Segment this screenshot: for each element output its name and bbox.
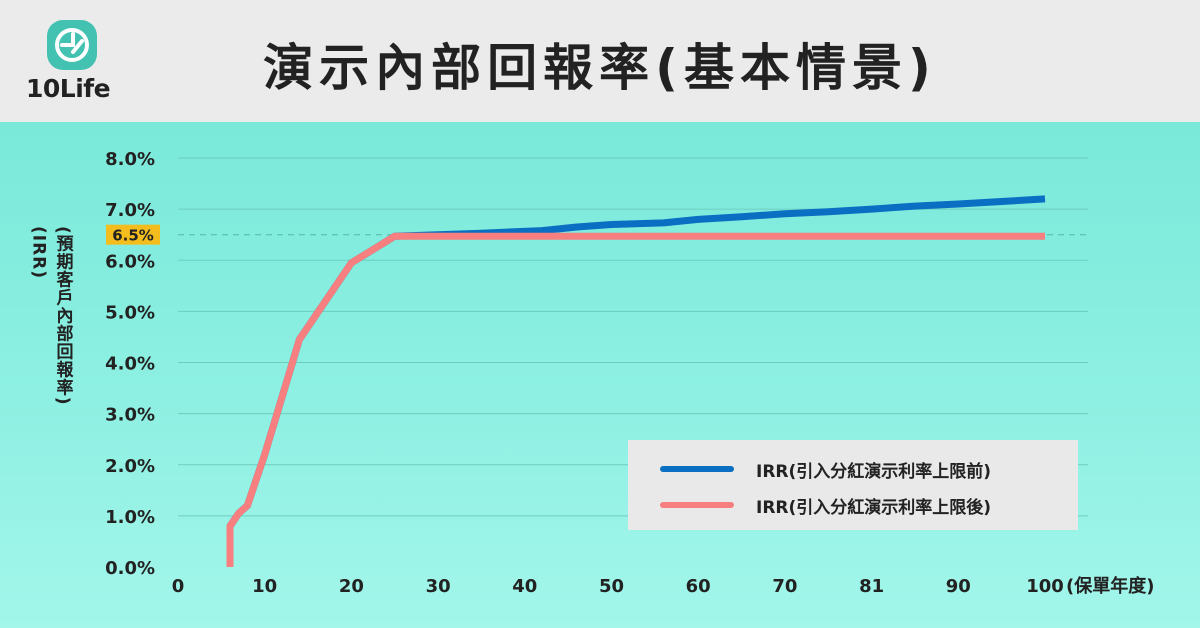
y-tick-label: 8.0% <box>105 149 155 170</box>
legend-swatch-before <box>660 466 734 472</box>
y-axis-label-irr: (IRR) <box>28 226 49 280</box>
y-tick-label: 6.0% <box>105 251 155 272</box>
y-tick-label: 1.0% <box>105 507 155 528</box>
page-title: 演示內部回報率(基本情景) <box>263 39 937 97</box>
reference-label-box <box>106 224 160 245</box>
y-axis-label-main: (預期客戶內部回報率) <box>52 226 73 406</box>
x-axis-label: (保單年度) <box>1066 576 1155 597</box>
x-tick-label: 70 <box>772 576 797 597</box>
y-axis-label: (預期客戶內部回報率) (IRR) <box>24 226 80 466</box>
x-tick-label: 30 <box>426 576 451 597</box>
x-tick-label: 90 <box>946 576 971 597</box>
legend-item-after: IRR(引入分紅演示利率上限後) <box>660 490 991 520</box>
x-tick-label: 81 <box>859 576 884 597</box>
y-tick-label: 5.0% <box>105 302 155 323</box>
legend-item-before: IRR(引入分紅演示利率上限前) <box>660 454 991 484</box>
legend: IRR(引入分紅演示利率上限前) IRR(引入分紅演示利率上限後) <box>628 440 1078 530</box>
x-tick-label: 20 <box>339 576 364 597</box>
y-tick-label: 0.0% <box>105 558 155 579</box>
x-tick-label: 40 <box>512 576 537 597</box>
y-tick-label: 7.0% <box>105 200 155 221</box>
reference-label: 6.5% <box>112 227 154 245</box>
x-tick-label: 10 <box>252 576 277 597</box>
logo-text: 10Life <box>26 74 111 103</box>
legend-swatch-after <box>660 502 734 508</box>
y-tick-label: 3.0% <box>105 405 155 426</box>
chart-background <box>0 122 1200 628</box>
x-tick-label: 60 <box>686 576 711 597</box>
y-tick-label: 2.0% <box>105 456 155 477</box>
10life-logo-icon <box>47 20 97 70</box>
header: 10Life 演示內部回報率(基本情景) <box>0 0 1200 122</box>
x-tick-label: 50 <box>599 576 624 597</box>
series-line-after-cap <box>226 232 1045 567</box>
y-tick-label: 4.0% <box>105 354 155 375</box>
x-tick-label: 100 <box>1026 576 1064 597</box>
legend-label-after: IRR(引入分紅演示利率上限後) <box>756 497 992 518</box>
legend-label-before: IRR(引入分紅演示利率上限前) <box>756 461 992 482</box>
x-tick-label: 0 <box>172 576 185 597</box>
